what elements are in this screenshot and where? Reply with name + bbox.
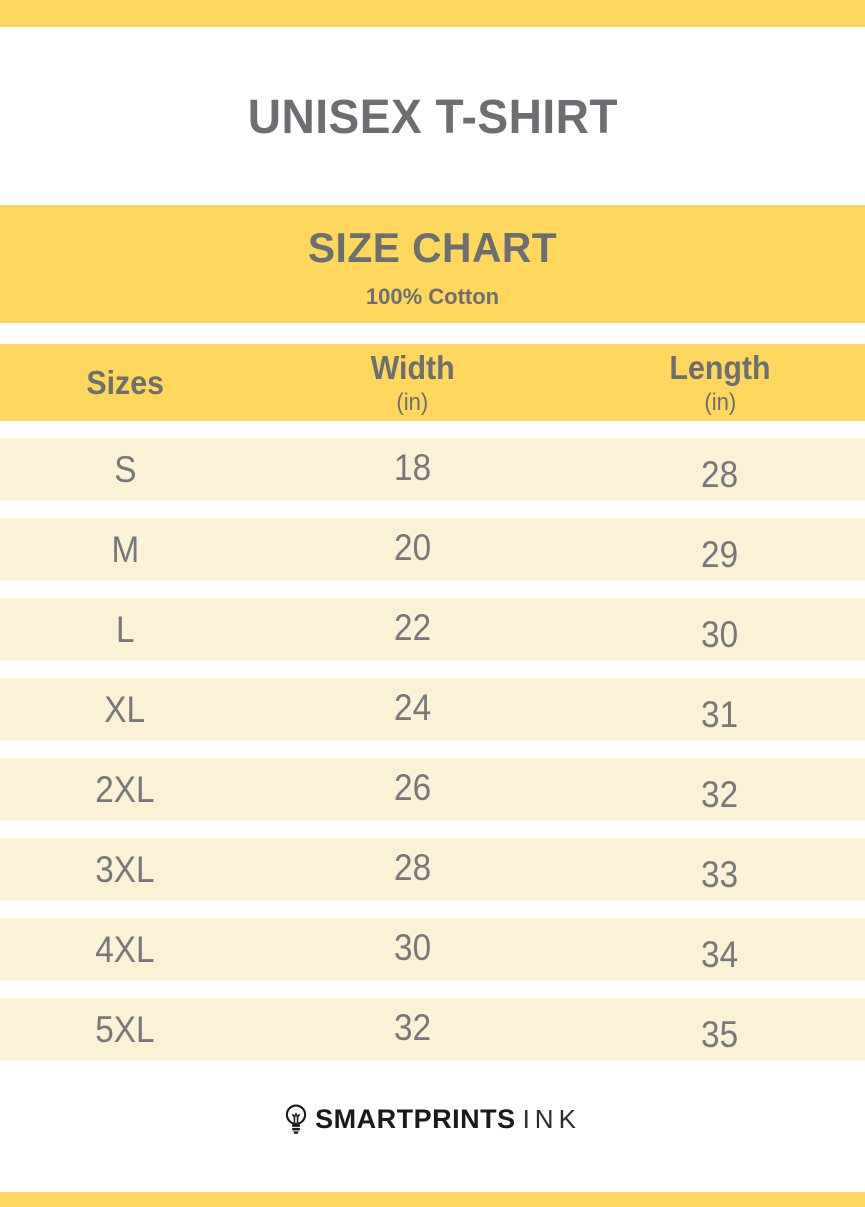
length-cell: 31	[701, 694, 739, 735]
brand-name-primary: SMARTPRINTS	[315, 1103, 516, 1134]
table-header-row: Sizes Width (in) Length (in)	[0, 344, 865, 421]
width-cell: 20	[393, 527, 432, 568]
width-cell: 32	[393, 1007, 432, 1048]
width-cell: 22	[393, 607, 432, 648]
column-header-width: Width (in)	[250, 344, 575, 421]
column-header-length: Length (in)	[575, 344, 865, 421]
table-row: L 22 30	[0, 598, 865, 661]
size-chart-banner: SIZE CHART 100% Cotton	[0, 205, 865, 323]
column-header-length-unit: (in)	[704, 388, 736, 416]
page-title: UNISEX T-SHIRT	[0, 94, 865, 142]
banner-title: SIZE CHART	[0, 227, 865, 269]
column-header-width-unit: (in)	[396, 388, 429, 416]
size-cell: XL	[104, 689, 146, 730]
width-cell: 28	[393, 847, 432, 888]
width-cell: 24	[393, 687, 432, 728]
size-table-body: S 18 28 M 20 29 L 22 30 XL 24 31 2XL 26 …	[0, 438, 865, 1061]
size-cell: 4XL	[95, 929, 155, 970]
length-cell: 32	[701, 774, 739, 815]
size-cell: 5XL	[95, 1009, 155, 1050]
length-cell: 29	[701, 534, 739, 575]
table-row: XL 24 31	[0, 678, 865, 741]
size-cell: M	[111, 529, 139, 570]
page-title-text: UNISEX T-SHIRT	[247, 91, 618, 144]
table-row: S 18 28	[0, 438, 865, 501]
length-cell: 35	[701, 1014, 739, 1055]
lightbulb-icon	[285, 1103, 307, 1134]
size-cell: 2XL	[95, 769, 155, 810]
banner-subtitle: 100% Cotton	[365, 284, 500, 309]
banner-title-text: SIZE CHART	[307, 224, 558, 271]
column-header-sizes: Sizes	[0, 344, 250, 421]
table-row: M 20 29	[0, 518, 865, 581]
table-row: 5XL 32 35	[0, 998, 865, 1061]
bottom-accent-bar	[0, 1192, 865, 1207]
length-cell: 33	[701, 854, 739, 895]
column-header-width-label: Width	[370, 348, 455, 386]
column-header-sizes-label: Sizes	[86, 364, 164, 401]
length-cell: 34	[701, 934, 739, 975]
brand-logo: SMARTPRINTS INK	[0, 1100, 865, 1138]
length-cell: 30	[701, 614, 739, 655]
table-row: 4XL 30 34	[0, 918, 865, 981]
length-cell: 28	[701, 454, 739, 495]
table-row: 3XL 28 33	[0, 838, 865, 901]
size-cell: L	[115, 609, 135, 650]
size-cell: S	[113, 449, 137, 490]
brand-name-secondary: INK	[522, 1104, 581, 1134]
width-cell: 30	[393, 927, 432, 968]
width-cell: 26	[393, 767, 432, 808]
top-accent-bar	[0, 0, 865, 27]
size-cell: 3XL	[95, 849, 155, 890]
width-cell: 18	[393, 447, 432, 488]
table-row: 2XL 26 32	[0, 758, 865, 821]
column-header-length-label: Length	[669, 348, 771, 386]
